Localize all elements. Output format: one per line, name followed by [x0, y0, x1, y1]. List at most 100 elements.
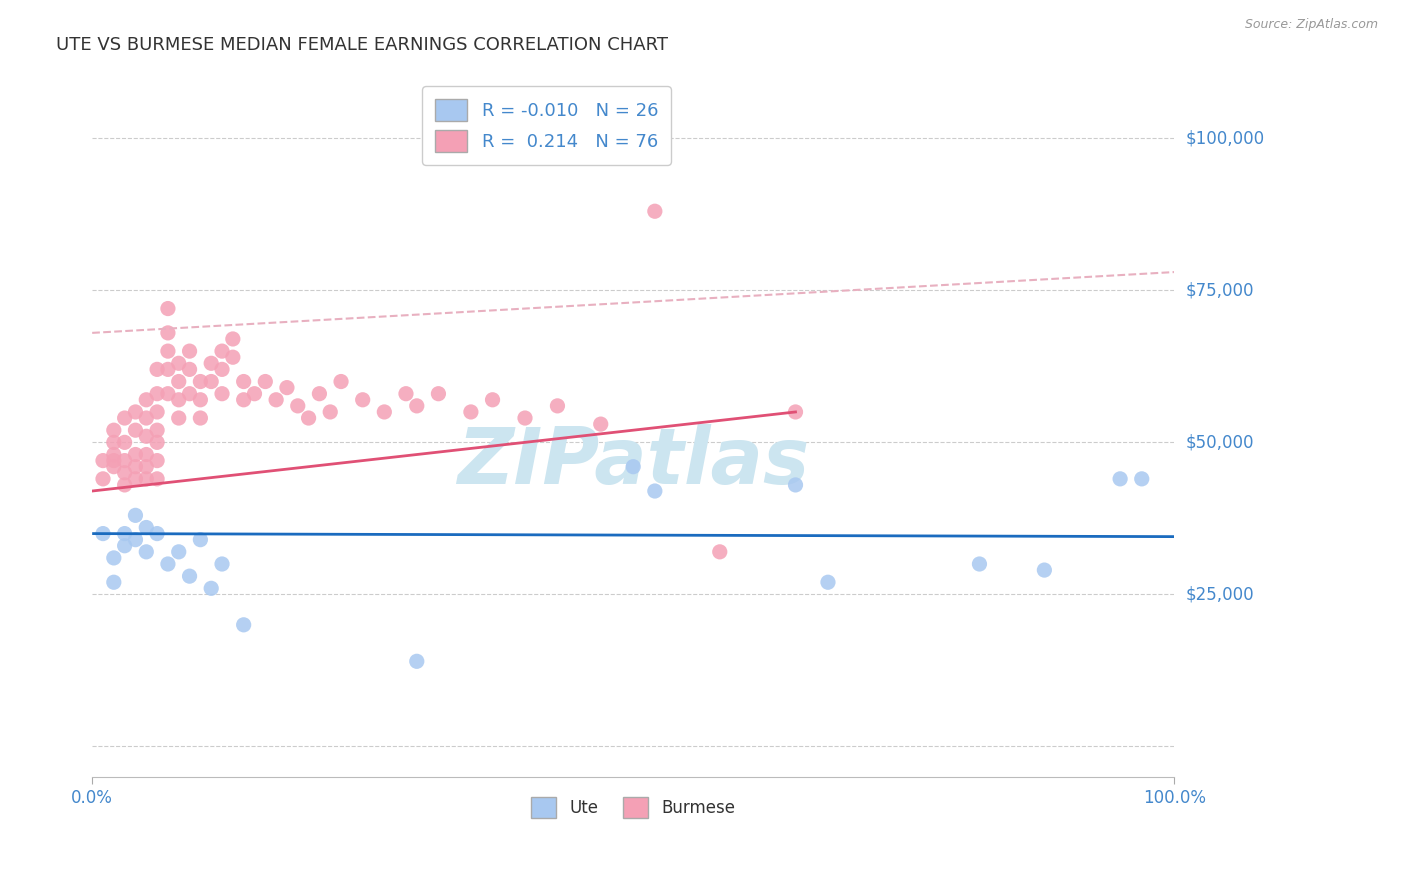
Point: [785, 478, 807, 492]
Point: [103, 435, 125, 450]
Point: [114, 539, 136, 553]
Text: UTE VS BURMESE MEDIAN FEMALE EARNINGS CORRELATION CHART: UTE VS BURMESE MEDIAN FEMALE EARNINGS CO…: [56, 36, 668, 54]
Point: [297, 411, 319, 425]
Point: [644, 483, 666, 498]
Point: [114, 411, 136, 425]
Point: [200, 375, 222, 389]
Point: [146, 526, 169, 541]
Point: [103, 423, 125, 437]
Point: [124, 459, 146, 474]
Text: Source: ZipAtlas.com: Source: ZipAtlas.com: [1244, 18, 1378, 31]
Point: [167, 375, 190, 389]
Point: [211, 362, 233, 376]
Point: [352, 392, 374, 407]
Point: [211, 386, 233, 401]
Point: [124, 472, 146, 486]
Point: [135, 448, 157, 462]
Text: $100,000: $100,000: [1185, 129, 1264, 147]
Point: [190, 375, 212, 389]
Point: [114, 453, 136, 467]
Point: [513, 411, 536, 425]
Point: [135, 472, 157, 486]
Point: [395, 386, 418, 401]
Point: [1130, 472, 1153, 486]
Point: [114, 478, 136, 492]
Point: [179, 362, 201, 376]
Point: [103, 575, 125, 590]
Text: $50,000: $50,000: [1185, 434, 1254, 451]
Point: [644, 204, 666, 219]
Point: [156, 301, 179, 316]
Point: [621, 459, 644, 474]
Point: [179, 344, 201, 359]
Point: [190, 392, 212, 407]
Point: [373, 405, 395, 419]
Point: [114, 466, 136, 480]
Point: [589, 417, 612, 431]
Point: [405, 399, 427, 413]
Legend: Ute, Burmese: Ute, Burmese: [524, 791, 742, 824]
Point: [546, 399, 568, 413]
Point: [167, 411, 190, 425]
Point: [124, 405, 146, 419]
Point: [146, 423, 169, 437]
Point: [156, 326, 179, 340]
Point: [308, 386, 330, 401]
Point: [124, 533, 146, 547]
Point: [1109, 472, 1132, 486]
Point: [211, 344, 233, 359]
Point: [287, 399, 309, 413]
Point: [156, 557, 179, 571]
Point: [785, 405, 807, 419]
Point: [135, 545, 157, 559]
Text: ZIPatlas: ZIPatlas: [457, 424, 810, 500]
Point: [200, 356, 222, 370]
Point: [91, 472, 114, 486]
Point: [114, 526, 136, 541]
Point: [146, 386, 169, 401]
Point: [427, 386, 450, 401]
Point: [460, 405, 482, 419]
Point: [232, 617, 254, 632]
Point: [222, 332, 245, 346]
Point: [91, 526, 114, 541]
Point: [179, 569, 201, 583]
Point: [167, 392, 190, 407]
Point: [167, 545, 190, 559]
Point: [124, 423, 146, 437]
Point: [135, 459, 157, 474]
Point: [146, 472, 169, 486]
Point: [124, 448, 146, 462]
Point: [481, 392, 503, 407]
Point: [232, 375, 254, 389]
Point: [243, 386, 266, 401]
Point: [167, 356, 190, 370]
Point: [135, 429, 157, 443]
Point: [200, 582, 222, 596]
Point: [232, 392, 254, 407]
Point: [156, 344, 179, 359]
Point: [405, 654, 427, 668]
Point: [103, 453, 125, 467]
Point: [190, 411, 212, 425]
Point: [103, 448, 125, 462]
Point: [330, 375, 353, 389]
Point: [969, 557, 991, 571]
Point: [135, 411, 157, 425]
Point: [156, 362, 179, 376]
Point: [254, 375, 277, 389]
Point: [222, 350, 245, 364]
Point: [103, 550, 125, 565]
Point: [146, 405, 169, 419]
Point: [103, 459, 125, 474]
Point: [91, 453, 114, 467]
Point: [709, 545, 731, 559]
Point: [124, 508, 146, 523]
Point: [264, 392, 287, 407]
Point: [156, 386, 179, 401]
Point: [146, 453, 169, 467]
Text: $75,000: $75,000: [1185, 281, 1254, 300]
Point: [146, 435, 169, 450]
Point: [135, 392, 157, 407]
Point: [817, 575, 839, 590]
